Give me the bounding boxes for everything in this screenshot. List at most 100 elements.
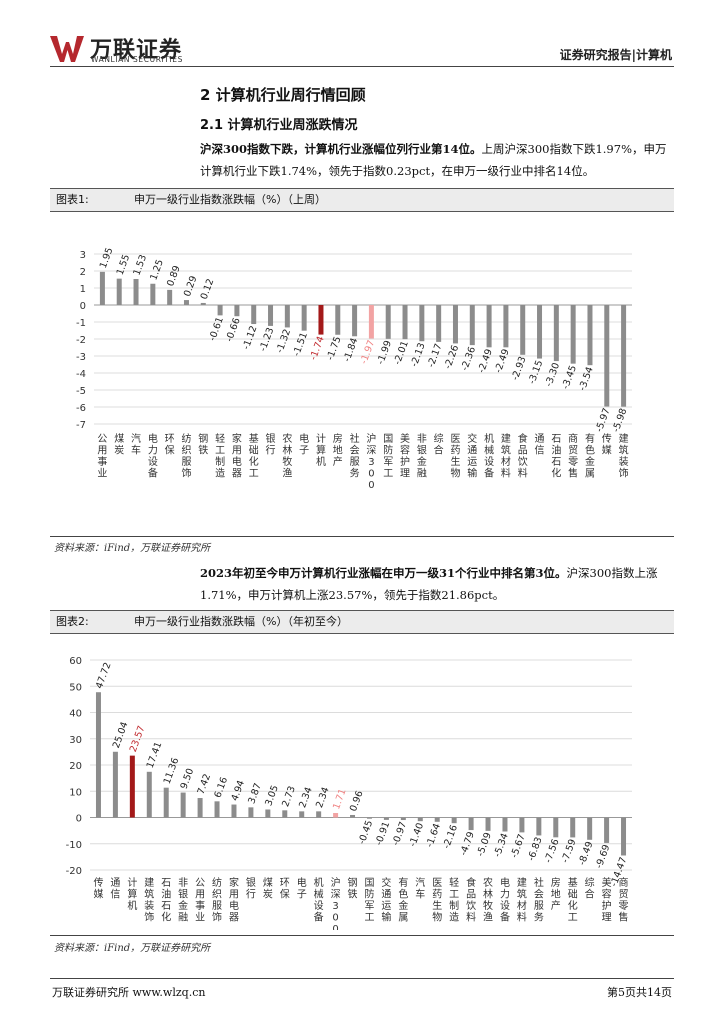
category-label: 纺织服饰	[181, 432, 191, 480]
value-label: -2.93	[510, 355, 529, 382]
value-label: 2.34	[297, 786, 315, 810]
value-label: -2.26	[443, 344, 462, 371]
value-label: 7.42	[196, 772, 214, 796]
y-tick-label: -5	[76, 386, 86, 397]
category-label: 钢铁	[348, 876, 358, 901]
value-label: 1.25	[148, 258, 166, 282]
category-label: 煤炭	[114, 432, 124, 457]
value-label: -1.84	[342, 337, 361, 364]
y-tick-label: 10	[69, 787, 82, 798]
category-label: 医药生物	[450, 433, 460, 480]
category-label: 银行	[266, 432, 276, 457]
bar	[452, 305, 458, 344]
paragraph-weekly-text: 上周沪深300指数下跌1.97%，申万计算机行业下跌1.74%，领先于指数0.2…	[200, 142, 667, 178]
value-label: -2.16	[441, 823, 460, 850]
value-label: -5.09	[475, 831, 494, 858]
category-label: 非银金融	[178, 877, 188, 924]
bar	[503, 305, 509, 348]
value-label: 1.53	[132, 253, 150, 277]
section-heading: 2 计算机行业周行情回顾	[200, 86, 366, 104]
value-label: -2.36	[459, 345, 478, 372]
subsection-heading: 2.1 计算机行业周涨跌情况	[200, 118, 358, 133]
category-label: 房地产	[551, 876, 561, 912]
bar	[417, 817, 423, 822]
y-tick-label: 1	[80, 284, 86, 295]
bar	[200, 302, 206, 305]
bar	[553, 305, 559, 362]
y-tick-label: 20	[69, 761, 82, 772]
value-label: -5.34	[492, 832, 511, 859]
category-label: 电子	[299, 432, 309, 457]
category-label: 机械设备	[314, 876, 324, 924]
category-label: 通信	[110, 877, 120, 901]
value-label: -1.51	[291, 331, 310, 358]
value-label: 9.50	[179, 767, 197, 791]
bar	[251, 305, 257, 325]
value-label: 3.87	[246, 782, 264, 806]
bar	[502, 817, 508, 832]
bar	[183, 300, 189, 305]
header-divider	[50, 66, 674, 67]
value-label: -0.91	[373, 820, 392, 847]
category-label: 医药生物	[432, 877, 442, 924]
value-label: -1.40	[407, 821, 426, 848]
bar	[604, 817, 610, 843]
page-number: 第5页共14页	[607, 986, 672, 999]
bar	[385, 305, 391, 339]
figure1-source: 资料来源：iFind，万联证券研究所	[54, 543, 211, 554]
category-label: 公用事业	[97, 434, 107, 480]
bar	[519, 817, 525, 833]
paragraph-ytd-bold: 2023年初至今申万计算机行业涨幅在申万一级31个行业中排名第3位。	[200, 566, 567, 580]
y-tick-label: 3	[80, 250, 86, 261]
category-label: 商贸零售	[619, 876, 629, 924]
chart-weekly: 3 2 1 0 -1 -2 -3 -4 -5 -6 -7 1.95 公用事业 1.55 煤炭 1.53 汽车 1.…	[76, 246, 632, 491]
bar	[284, 305, 290, 328]
bar	[621, 817, 627, 856]
bar	[129, 755, 135, 818]
category-label: 电子	[297, 876, 307, 901]
bar	[400, 817, 406, 821]
figure1-title-bar: 图表1: 申万一级行业指数涨跌幅（%）（上周）	[50, 188, 674, 212]
category-label: 美容护理	[400, 432, 410, 480]
bar	[451, 817, 457, 824]
value-label: -3.54	[577, 365, 596, 392]
logo-text-cn: 万联证券	[90, 38, 183, 63]
chart-ytd: 6050403020100-10-2047.72传媒25.04通信23.57计算…	[66, 656, 632, 930]
bar	[316, 811, 322, 818]
figure1-bottom-rule	[50, 536, 674, 537]
value-label: -0.61	[207, 316, 226, 343]
value-label: 0.29	[182, 274, 200, 298]
bar	[352, 305, 358, 337]
category-label: 家用电器	[232, 432, 242, 480]
bar	[383, 817, 389, 820]
category-label: 有色金属	[398, 876, 408, 924]
bar	[248, 807, 254, 818]
bar	[133, 278, 139, 305]
footer-website: 万联证券研究所 www.wlzq.cn	[52, 986, 206, 999]
value-label: -3.15	[527, 359, 546, 386]
category-label: 建筑装饰	[144, 876, 154, 924]
category-label: 汽车	[415, 876, 425, 901]
bar	[146, 771, 152, 818]
paragraph-ytd: 2023年初至今申万计算机行业涨幅在申万一级31个行业中排名第3位。沪深300指…	[200, 562, 675, 606]
category-label: 农林牧渔	[282, 432, 292, 480]
bar	[214, 801, 220, 818]
figure2-title-bar: 图表2: 申万一级行业指数涨跌幅（%）（年初至今）	[50, 610, 674, 634]
bar	[112, 751, 118, 818]
value-label: 2.34	[314, 786, 332, 810]
bar	[231, 804, 237, 818]
value-label: -7.56	[543, 838, 562, 865]
bar	[485, 817, 491, 831]
value-label: -5.67	[509, 833, 528, 860]
category-label: 轻工制造	[215, 432, 225, 480]
bar	[486, 305, 492, 348]
bar	[95, 692, 101, 818]
report-category: 证券研究报告|计算机	[559, 48, 672, 62]
value-label: 25.04	[111, 720, 131, 749]
y-tick-label: -7	[76, 420, 86, 431]
figure1-label: 图表1:	[56, 193, 89, 206]
value-label: -2.49	[493, 348, 512, 375]
bar	[402, 305, 408, 340]
value-label: 4.94	[229, 779, 247, 803]
bar	[333, 813, 339, 818]
